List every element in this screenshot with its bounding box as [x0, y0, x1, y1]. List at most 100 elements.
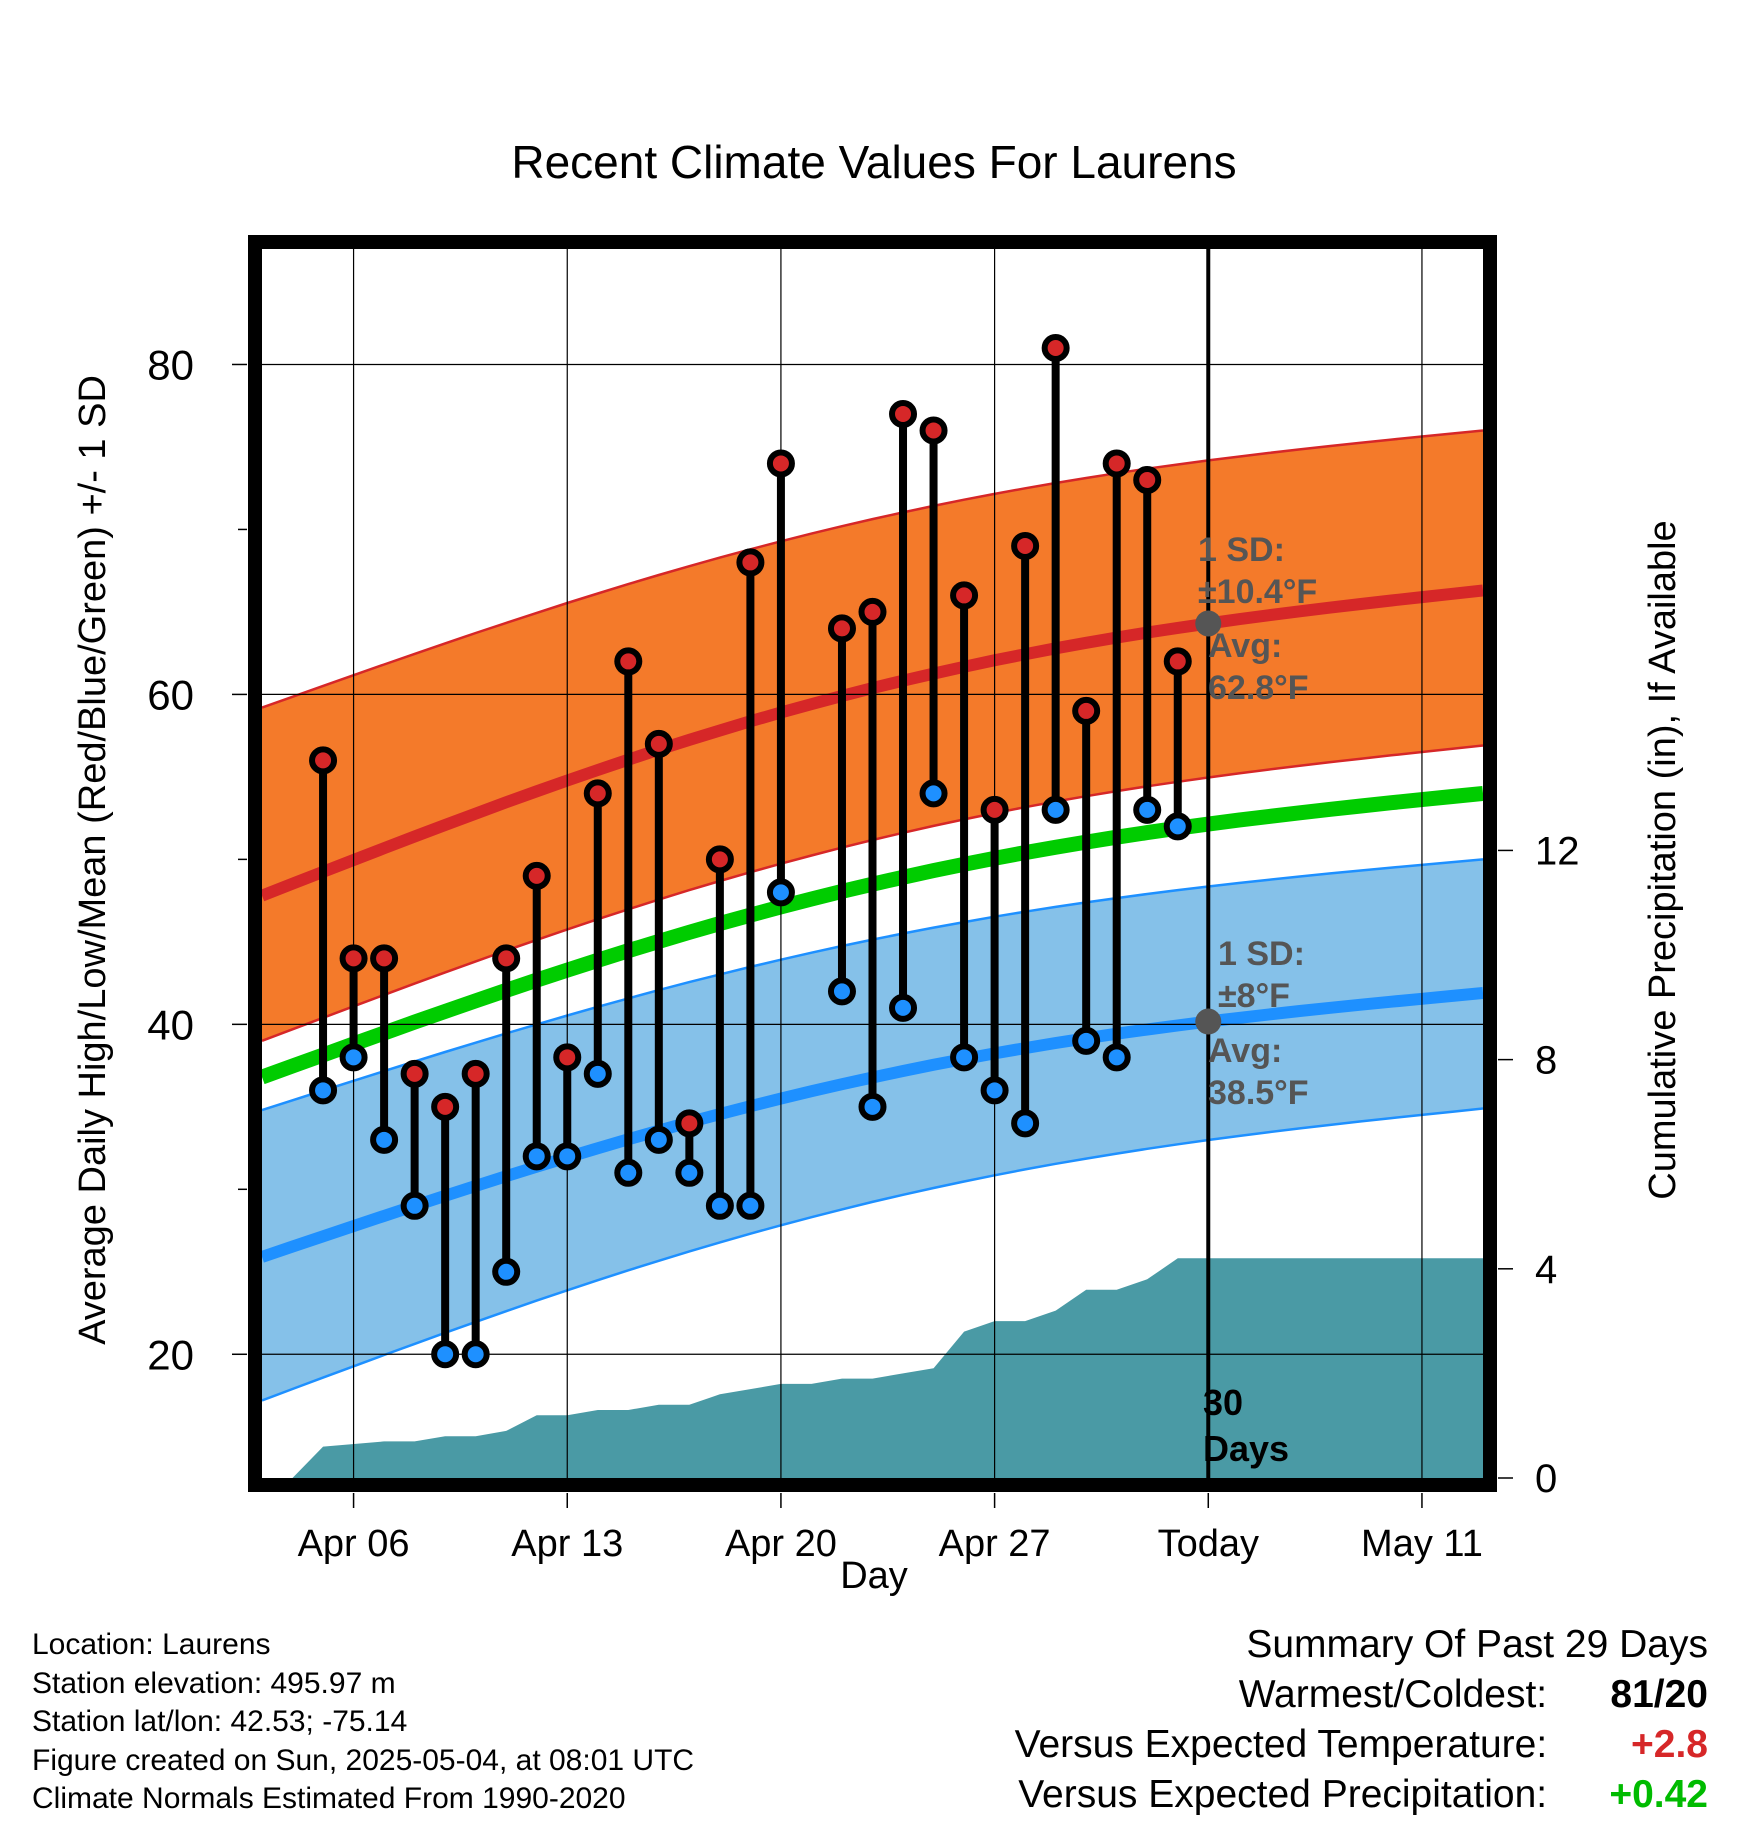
- obs-low-point: [1041, 795, 1070, 824]
- low-avg-annotation: Avg:: [1208, 1032, 1282, 1070]
- obs-low-point: [431, 1340, 460, 1369]
- x-tick-label: Apr 27: [939, 1523, 1051, 1565]
- obs-high-point: [1133, 465, 1162, 494]
- high-sd-upper-line: [262, 429, 1483, 709]
- obs-low-point: [553, 1142, 582, 1171]
- low-sd-lower-line: [262, 1107, 1483, 1402]
- y-axis-label-left: Average Daily High/Low/Mean (Red/Blue/Gr…: [72, 375, 114, 1345]
- obs-low-point: [889, 993, 918, 1022]
- obs-low-point: [1163, 812, 1192, 841]
- today-days-number: 30: [1203, 1382, 1243, 1423]
- precip-anomaly-row: Versus Expected Precipitation: +0.42: [1015, 1770, 1708, 1820]
- obs-low-point: [919, 779, 948, 808]
- obs-low-point: [1133, 795, 1162, 824]
- today-avg-high-marker: [1195, 610, 1222, 637]
- obs-low-point: [614, 1158, 643, 1187]
- obs-high-point: [400, 1059, 429, 1088]
- obs-high-point: [980, 795, 1009, 824]
- created-text: Figure created on Sun, 2025-05-04, at 08…: [32, 1743, 695, 1777]
- obs-low-point: [461, 1340, 490, 1369]
- obs-high-point: [827, 614, 856, 643]
- y-right-tick-label: 0: [1535, 1457, 1557, 1501]
- obs-low-point: [1072, 1026, 1101, 1055]
- obs-high-point: [1041, 333, 1070, 362]
- latlon-text: Station lat/lon: 42.53; -75.14: [32, 1705, 408, 1739]
- obs-high-point: [766, 449, 795, 478]
- obs-high-point: [461, 1059, 490, 1088]
- warmest-coldest-label: Warmest/Coldest:: [1238, 1673, 1548, 1716]
- warmest-coldest-row: Warmest/Coldest: 81/20: [1015, 1670, 1708, 1720]
- obs-low-point: [370, 1125, 399, 1154]
- obs-low-point: [1102, 1043, 1131, 1072]
- climate-chart: Recent Climate Values For Laurens 1 SD: ±…: [72, 136, 1684, 1597]
- plot-frame: [248, 235, 1497, 1492]
- precip-anomaly-value: +0.42: [1609, 1773, 1708, 1816]
- obs-high-point: [644, 729, 673, 758]
- x-tick-label: Apr 20: [725, 1523, 837, 1565]
- obs-high-point: [1072, 696, 1101, 725]
- obs-high-point: [309, 746, 338, 775]
- obs-low-point: [766, 878, 795, 907]
- obs-high-point: [950, 581, 979, 610]
- today-avg-low-marker: [1195, 1008, 1222, 1035]
- obs-low-point: [858, 1092, 887, 1121]
- obs-high-point: [705, 845, 734, 874]
- obs-high-point: [431, 1092, 460, 1121]
- obs-high-point: [522, 861, 551, 890]
- obs-high-point: [858, 597, 887, 626]
- obs-low-point: [950, 1043, 979, 1072]
- x-tick-label: May 11: [1361, 1523, 1483, 1565]
- low-avg-annotation-value: 38.5°F: [1208, 1074, 1309, 1112]
- precipitation-area: [292, 1258, 1483, 1478]
- obs-high-point: [339, 944, 368, 973]
- temp-anomaly-value: +2.8: [1631, 1723, 1708, 1766]
- obs-low-point: [522, 1142, 551, 1171]
- obs-low-point: [400, 1191, 429, 1220]
- obs-high-point: [1102, 449, 1131, 478]
- y-axis-label-right: Cumulative Precipitation (in), If Availa…: [1642, 520, 1684, 1199]
- obs-high-point: [675, 1109, 704, 1138]
- obs-high-point: [583, 779, 612, 808]
- station-info: Location: Laurens Station elevation: 495…: [32, 1626, 694, 1819]
- obs-low-point: [1011, 1109, 1040, 1138]
- today-days-label: Days: [1203, 1428, 1289, 1469]
- temp-anomaly-label: Versus Expected Temperature:: [1014, 1723, 1548, 1766]
- normals-text: Climate Normals Estimated From 1990-2020: [32, 1782, 626, 1816]
- obs-high-point: [370, 944, 399, 973]
- x-tick-label: Today: [1158, 1523, 1259, 1565]
- obs-high-point: [919, 416, 948, 445]
- y-left-tick-label: 40: [147, 1001, 194, 1048]
- y-left-tick-label: 20: [147, 1331, 194, 1378]
- obs-low-point: [827, 977, 856, 1006]
- x-tick-label: Apr 06: [298, 1523, 410, 1565]
- high-avg-annotation-value: 62.8°F: [1208, 669, 1309, 707]
- x-tick-label: Apr 13: [511, 1523, 623, 1565]
- obs-low-point: [492, 1257, 521, 1286]
- low-sd-annotation-value: ±8°F: [1218, 977, 1290, 1015]
- high-sd-annotation: 1 SD:: [1198, 531, 1285, 569]
- obs-low-point: [339, 1043, 368, 1072]
- plot-area: [262, 249, 1483, 1478]
- obs-high-point: [1011, 531, 1040, 560]
- location-text: Location: Laurens: [32, 1628, 271, 1661]
- obs-high-point: [1163, 647, 1192, 676]
- obs-low-point: [309, 1076, 338, 1105]
- obs-high-point: [614, 647, 643, 676]
- precip-anomaly-label: Versus Expected Precipitation:: [1018, 1773, 1548, 1816]
- obs-low-point: [583, 1059, 612, 1088]
- obs-high-point: [553, 1043, 582, 1072]
- high-sd-annotation-value: ±10.4°F: [1198, 573, 1317, 611]
- chart-title: Recent Climate Values For Laurens: [511, 136, 1236, 188]
- summary-heading: Summary Of Past 29 Days: [1246, 1623, 1708, 1666]
- y-right-tick-label: 4: [1535, 1248, 1557, 1292]
- y-right-tick-label: 8: [1535, 1039, 1557, 1083]
- y-left-tick-label: 80: [147, 341, 194, 388]
- obs-high-point: [889, 399, 918, 428]
- obs-low-point: [736, 1191, 765, 1220]
- warmest-coldest-value: 81/20: [1610, 1673, 1708, 1716]
- temp-anomaly-row: Versus Expected Temperature: +2.8: [1015, 1720, 1708, 1770]
- x-axis-label: Day: [840, 1555, 908, 1597]
- summary-panel: Summary Of Past 29 Days Warmest/Coldest:…: [1015, 1620, 1708, 1820]
- obs-high-point: [736, 548, 765, 577]
- obs-high-point: [492, 944, 521, 973]
